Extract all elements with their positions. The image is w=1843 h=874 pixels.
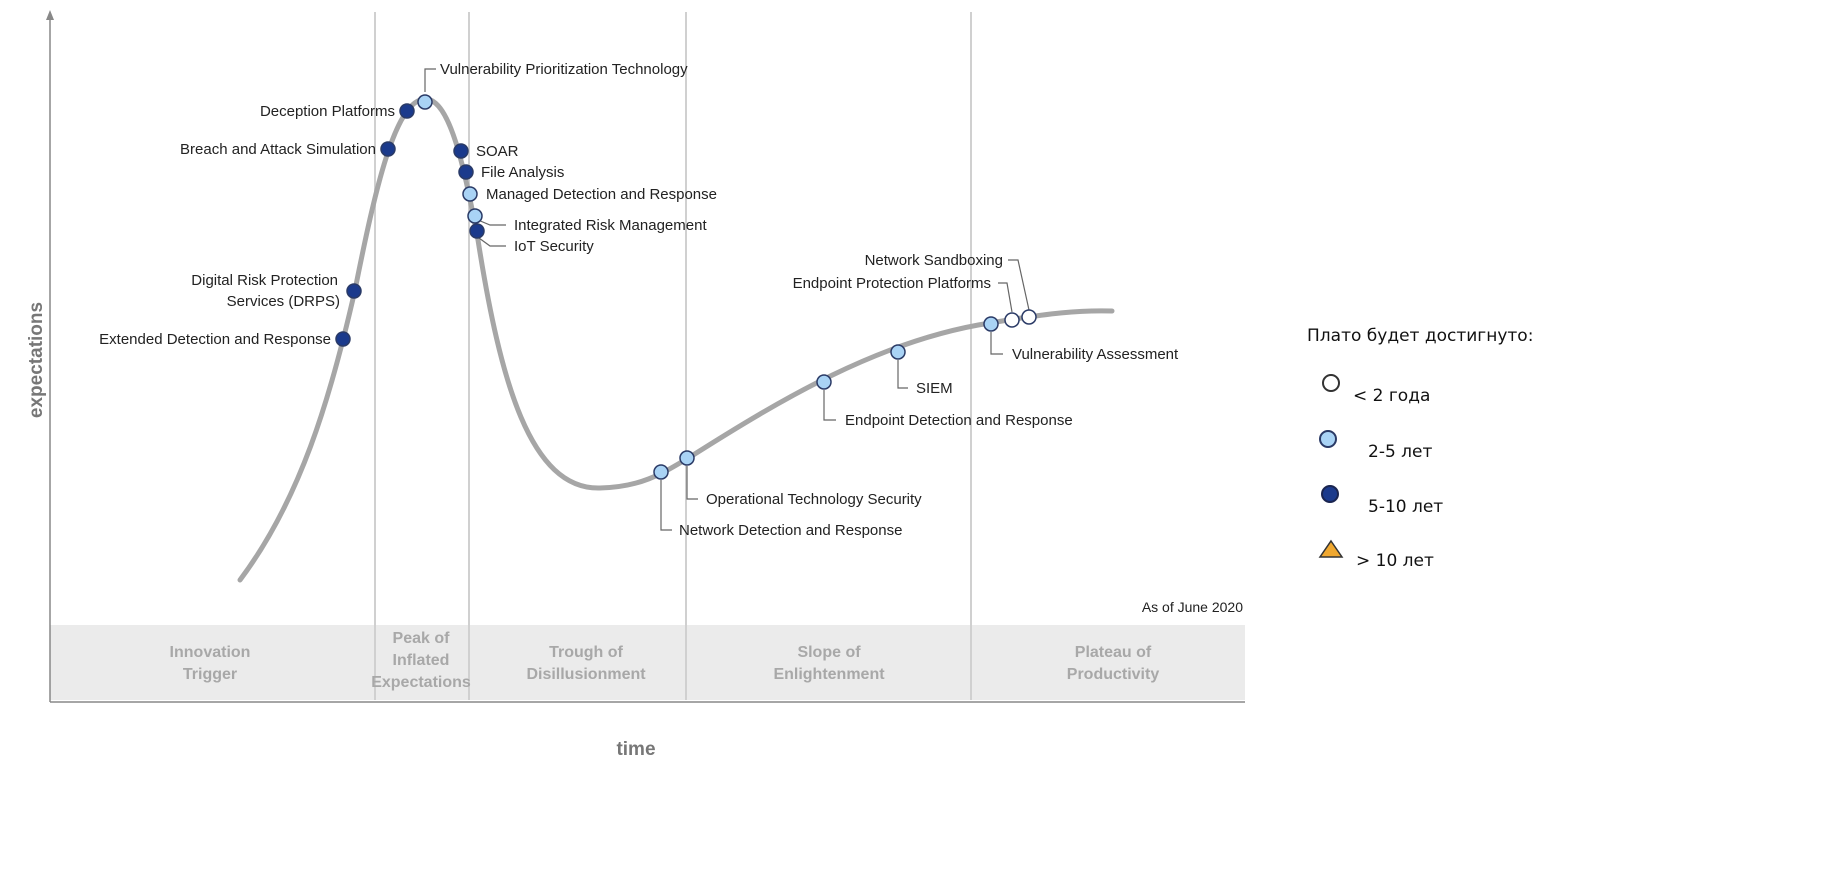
label-drps: Digital Risk Protection Services (DRPS) — [191, 272, 340, 310]
dot-extended-detection-and-response[interactable] — [335, 331, 351, 347]
phase-trough: Trough of Disillusionment — [526, 644, 646, 683]
label-operational-technology-security: Operational Technology Security — [706, 491, 922, 508]
dot-endpoint-detection-and-response[interactable] — [816, 374, 832, 390]
phase-slope: Slope of Enlightenment — [773, 644, 885, 683]
legend-white-circle-icon — [1322, 374, 1340, 392]
dot-vulnerability-assessment[interactable] — [983, 316, 999, 332]
dot-managed-detection-and-response[interactable] — [462, 186, 478, 202]
phase-peak: Peak of Inflated Expectations — [371, 630, 471, 691]
label-vulnerability-prioritization-technology: Vulnerability Prioritization Technology — [440, 61, 688, 78]
dot-iot-security[interactable] — [469, 223, 485, 239]
x-axis-label: time — [616, 739, 655, 760]
as-of-date: As of June 2020 — [1142, 599, 1243, 615]
label-network-sandboxing: Network Sandboxing — [865, 252, 1003, 269]
label-endpoint-protection-platforms: Endpoint Protection Platforms — [793, 275, 991, 292]
legend-item-lt2: < 2 года — [1353, 386, 1431, 406]
label-network-detection-and-response: Network Detection and Response — [679, 522, 902, 539]
label-file-analysis: File Analysis — [481, 164, 564, 181]
legend-item-gt10: > 10 лет — [1356, 551, 1434, 571]
hype-curve — [237, 96, 1115, 583]
label-deception-platforms: Deception Platforms — [260, 103, 395, 120]
label-managed-detection-and-response: Managed Detection and Response — [486, 186, 717, 203]
label-siem: SIEM — [916, 380, 953, 397]
dot-file-analysis[interactable] — [458, 164, 474, 180]
dot-vulnerability-prioritization-technology[interactable] — [417, 94, 433, 110]
legend-light-blue-circle-icon — [1319, 430, 1337, 448]
dot-endpoint-protection-platforms[interactable] — [1004, 312, 1020, 328]
dot-siem[interactable] — [890, 344, 906, 360]
y-axis-label: expectations — [26, 302, 47, 418]
label-endpoint-detection-and-response: Endpoint Detection and Response — [845, 412, 1073, 429]
label-extended-detection-and-response: Extended Detection and Response — [99, 331, 331, 348]
legend-title: Плато будет достигнуто: — [1307, 326, 1534, 346]
label-breach-and-attack-simulation: Breach and Attack Simulation — [180, 141, 376, 158]
dot-integrated-risk-management[interactable] — [467, 208, 483, 224]
legend-orange-triangle-icon — [1318, 539, 1344, 558]
dot-soar[interactable] — [453, 143, 469, 159]
legend-dark-blue-circle-icon — [1321, 485, 1339, 503]
y-axis-arrow-icon — [46, 10, 54, 20]
legend-item-5-10: 5-10 лет — [1368, 497, 1444, 517]
phase-band — [50, 625, 1245, 700]
legend-item-2-5: 2-5 лет — [1368, 442, 1433, 462]
label-vulnerability-assessment: Vulnerability Assessment — [1012, 346, 1179, 363]
dot-deception-platforms[interactable] — [399, 103, 415, 119]
dot-network-sandboxing[interactable] — [1021, 309, 1037, 325]
label-iot-security: IoT Security — [514, 238, 594, 255]
dot-operational-technology-security[interactable] — [679, 450, 695, 466]
dot-drps[interactable] — [346, 283, 362, 299]
phase-separators — [374, 12, 972, 700]
label-integrated-risk-management: Integrated Risk Management — [514, 217, 707, 234]
leader-lines — [424, 68, 1030, 531]
label-soar: SOAR — [476, 143, 519, 160]
phase-plateau: Plateau of Productivity — [1067, 644, 1160, 683]
phase-innovation-trigger: Innovation Trigger — [170, 644, 251, 683]
dot-network-detection-and-response[interactable] — [653, 464, 669, 480]
dot-breach-and-attack-simulation[interactable] — [380, 141, 396, 157]
